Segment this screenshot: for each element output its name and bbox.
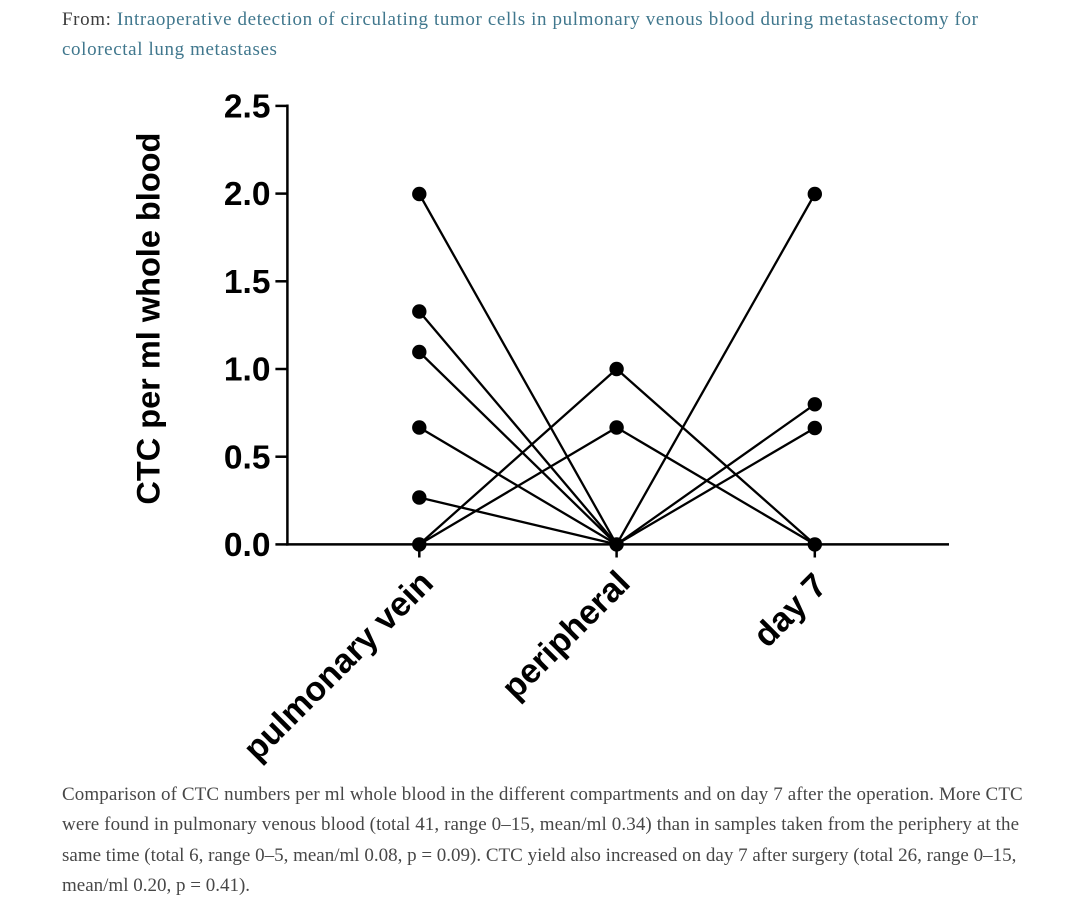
svg-text:CTC per ml whole blood: CTC per ml whole blood bbox=[131, 133, 167, 505]
svg-text:2.5: 2.5 bbox=[224, 89, 271, 126]
svg-text:0.5: 0.5 bbox=[224, 439, 271, 476]
svg-text:pulmonary vein: pulmonary vein bbox=[236, 564, 441, 769]
svg-text:1.0: 1.0 bbox=[224, 352, 271, 389]
svg-text:peripheral: peripheral bbox=[494, 564, 637, 707]
svg-text:day 7: day 7 bbox=[746, 566, 834, 654]
svg-text:1.5: 1.5 bbox=[224, 264, 271, 301]
svg-text:0.0: 0.0 bbox=[224, 527, 271, 564]
svg-text:2.0: 2.0 bbox=[224, 176, 271, 213]
